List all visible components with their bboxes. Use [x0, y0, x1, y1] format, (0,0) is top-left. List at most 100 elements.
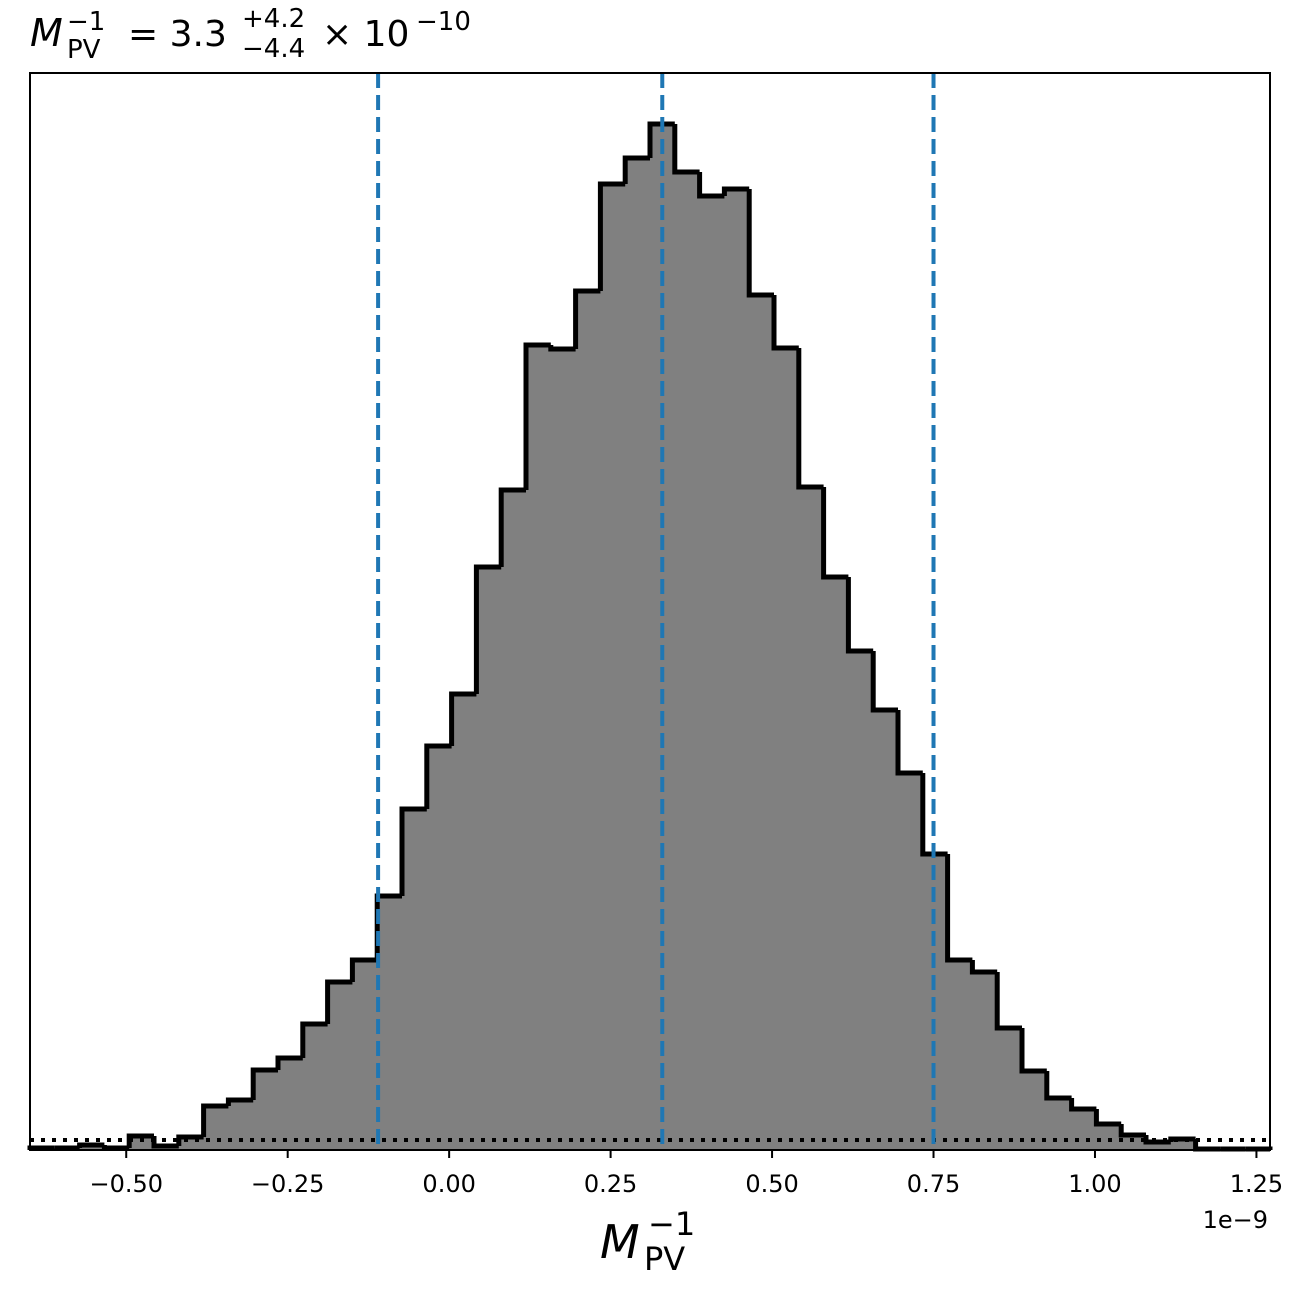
bar: [1046, 1098, 1073, 1150]
bar: [972, 972, 998, 1150]
bar-outline: [1093, 1109, 1122, 1127]
bar-outline: [895, 710, 923, 776]
bar: [228, 1100, 254, 1150]
bar: [1146, 1142, 1172, 1150]
bar: [1121, 1135, 1147, 1150]
bar: [848, 651, 874, 1150]
bar-outline: [1069, 1098, 1097, 1112]
bar: [1071, 1109, 1097, 1150]
bar: [947, 960, 973, 1150]
bar-outline: [250, 1067, 278, 1100]
plot-frame: [29, 72, 1271, 1151]
bar-outline: [821, 487, 849, 580]
x-tick-label: 1.25: [1230, 1170, 1283, 1198]
bar: [873, 710, 899, 1150]
bar-outline: [746, 189, 774, 298]
title-exponent: −10: [416, 7, 471, 37]
bar-outline: [225, 1097, 254, 1106]
bar: [674, 172, 701, 1150]
bar-outline: [771, 295, 799, 351]
x-tick-label: 0.50: [745, 1170, 798, 1198]
bar: [823, 577, 849, 1150]
bar: [997, 1028, 1023, 1150]
bar: [526, 345, 552, 1150]
bar-outline: [275, 1055, 303, 1070]
bar: [451, 694, 477, 1150]
bar-outline: [399, 806, 427, 896]
bar-outline: [647, 121, 675, 158]
bar-outline: [449, 691, 477, 746]
bar-outline: [349, 957, 378, 982]
bar-outline: [300, 1021, 328, 1058]
bar-outline: [1118, 1124, 1146, 1138]
title-minus: −4.4: [242, 34, 305, 64]
bar-outline: [1044, 1071, 1072, 1101]
bar: [724, 189, 750, 1150]
bar: [575, 291, 601, 1150]
bar: [699, 196, 725, 1150]
bar: [1096, 1124, 1122, 1150]
bar: [402, 809, 428, 1150]
bar-outline: [597, 181, 626, 291]
x-tick-label: −0.50: [89, 1170, 163, 1198]
bar: [798, 487, 825, 1150]
x-tick-label: 1.00: [1068, 1170, 1121, 1198]
x-label-sub: PV: [644, 1240, 685, 1278]
bar-outline: [1143, 1135, 1171, 1145]
bar: [898, 773, 924, 1150]
bar-outline: [77, 1142, 105, 1148]
bar: [426, 746, 453, 1150]
bar: [1170, 1139, 1197, 1150]
title-plus: +4.2: [242, 4, 305, 34]
title-value: = 3.3: [128, 14, 227, 55]
bar: [327, 982, 353, 1150]
bar-outline: [796, 348, 824, 490]
bar-outline: [672, 124, 700, 175]
bar: [377, 896, 403, 1150]
bar: [550, 349, 577, 1150]
bar-outline: [424, 743, 452, 809]
bar-outline: [721, 186, 750, 196]
bar-outline: [101, 1145, 130, 1151]
x-tick-label: 0.75: [907, 1170, 960, 1198]
bar: [129, 1136, 155, 1150]
bar: [253, 1070, 279, 1150]
bar-outline: [697, 172, 725, 199]
x-tick-label: 0.25: [584, 1170, 637, 1198]
bar-outline: [1019, 1028, 1047, 1074]
x-tick-label: 0.00: [422, 1170, 475, 1198]
title-times: × 10: [322, 14, 409, 55]
bar-outline: [325, 979, 353, 1024]
bar-outline: [573, 288, 601, 349]
bar-outline: [994, 972, 1022, 1031]
bar-outline: [845, 577, 874, 654]
bar-outline: [945, 854, 973, 963]
x-label-sup: −1: [648, 1205, 695, 1243]
bar-outline: [548, 345, 576, 352]
title-symbol-sup: −1: [67, 7, 105, 37]
bar-outline: [498, 487, 526, 567]
bar: [774, 348, 800, 1150]
bar-outline: [201, 1103, 229, 1137]
bar: [749, 295, 775, 1150]
bar: [1022, 1071, 1048, 1150]
bar: [203, 1106, 229, 1150]
bar-outline: [473, 564, 502, 694]
bar-outline: [523, 342, 551, 490]
x-offset-label: 1e−9: [1203, 1206, 1268, 1234]
x-tick-label: −0.25: [251, 1170, 325, 1198]
bar: [302, 1024, 329, 1150]
bar: [501, 490, 527, 1150]
bar-outline: [622, 155, 650, 184]
bar: [352, 960, 378, 1150]
bar: [278, 1058, 304, 1150]
bar: [476, 567, 502, 1150]
bar-outline: [920, 773, 948, 857]
bar-outline: [126, 1133, 154, 1148]
bar: [600, 184, 626, 1150]
bar-outline: [176, 1134, 204, 1146]
title-symbol: M: [30, 11, 63, 55]
bar: [625, 158, 651, 1150]
x-label-symbol: M: [600, 1215, 640, 1269]
